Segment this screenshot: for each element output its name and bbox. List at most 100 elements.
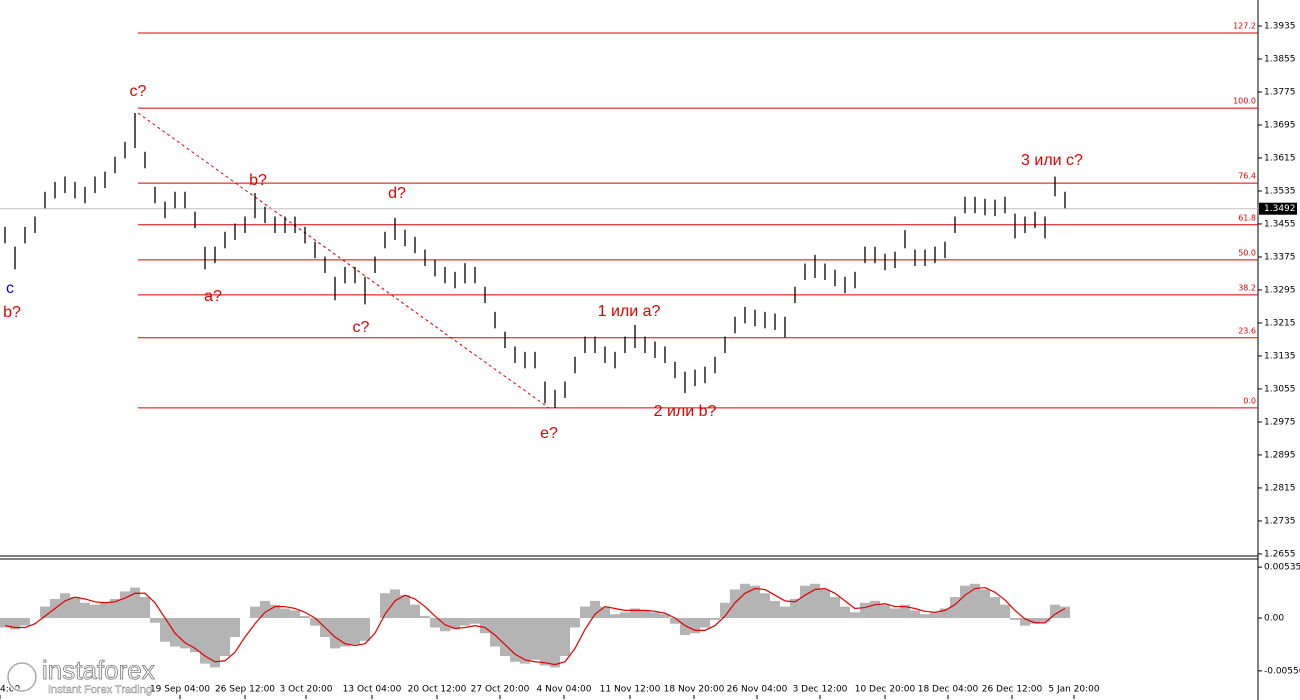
y-tick-label: 1.3375 [1264,252,1296,262]
wave-label: d? [388,185,406,202]
histogram-bar [120,591,130,618]
trend-line [137,112,550,409]
histogram-bar [380,593,390,618]
y-tick-label: -0.00556 [1264,666,1300,676]
fib-level-label: 61.8 [1238,213,1256,222]
logo: instaforex Instant Forex Trading [6,654,155,696]
wave-label: c? [353,319,370,336]
histogram-bar [210,617,220,668]
histogram-bar [60,593,70,618]
histogram-bar [20,617,30,626]
histogram-bar [450,617,460,630]
x-tick-label: 18 Dec 04:00 [918,685,979,695]
wave-label: b? [249,172,267,189]
histogram-bar [770,600,780,618]
histogram-bar [250,606,260,618]
logo-name: instaforex [42,655,155,685]
histogram-bar [590,600,600,618]
histogram-bar [390,589,400,618]
histogram-bar [550,617,560,668]
histogram-bar [520,617,530,664]
histogram-bar [470,617,480,624]
y-tick-label: 1.3055 [1264,384,1296,394]
wave-label: 2 или b? [654,403,717,420]
histogram-bar [960,585,970,618]
x-tick-label: 26 Nov 04:00 [727,685,788,695]
histogram-bar [150,617,160,623]
histogram-bar [680,617,690,636]
histogram-bar [460,617,470,626]
histogram-bar [660,614,670,618]
x-tick-label: 3 Dec 12:00 [793,685,848,695]
histogram-bar [180,617,190,649]
histogram-bar [40,606,50,618]
histogram-bar [310,617,320,626]
logo-icon [7,662,37,692]
histogram-bar [10,617,20,630]
histogram-bar [1010,617,1020,620]
histogram-bar [640,610,650,618]
x-tick-label: 4:00 [0,685,20,695]
y-tick-label: 1.2655 [1264,549,1296,559]
y-tick-label: 1.3455 [1264,219,1296,229]
histogram-bar [700,617,710,628]
histogram-bar [290,610,300,618]
histogram-bar [670,617,680,624]
y-tick-label: 1.3855 [1264,54,1296,64]
x-tick-label: 4 Nov 04:00 [537,685,592,695]
histogram-bar [70,597,80,618]
histogram-bar [140,597,150,618]
y-tick-label: 1.2975 [1264,417,1296,427]
histogram-bar [710,617,720,620]
histogram-bar [870,600,880,618]
x-tick-label: 19 Sep 04:00 [150,685,210,695]
histogram-bar [980,589,990,618]
y-tick-label: 1.2895 [1264,450,1296,460]
histogram-bar [740,583,750,618]
histogram-bar [1060,606,1070,618]
histogram-bar [570,617,580,628]
last-price-label: 1.3492 [1264,204,1296,214]
histogram-bar [920,614,930,618]
y-tick-label: 1.3135 [1264,351,1296,361]
histogram-bar [360,617,370,641]
histogram-bar [1020,617,1030,626]
histogram-bar [200,617,210,664]
fib-level-label: 50.0 [1238,248,1256,257]
histogram-bar [580,606,590,618]
histogram-bar [400,595,410,618]
histogram-bar [900,604,910,618]
histogram-bar [80,602,90,618]
histogram-bar [1030,617,1040,624]
histogram-bar [160,617,170,642]
histogram-bar [270,604,280,618]
histogram-bar [930,612,940,618]
fib-level-label: 100.0 [1233,97,1256,106]
histogram-bar [190,617,200,653]
x-tick-label: 27 Oct 20:00 [471,685,530,695]
histogram-bar [840,606,850,618]
histogram-bar [610,614,620,618]
wave-label: 1 или a? [598,303,661,320]
y-tick-label: 0.00 [1264,613,1284,623]
histogram-bar [650,612,660,618]
y-tick-label: 1.3295 [1264,285,1296,295]
histogram-bar [110,598,120,618]
histogram-bar [790,598,800,618]
histogram-bar [500,617,510,657]
histogram-bar [350,617,360,645]
histogram-bar [530,617,540,660]
histogram-bar [860,602,870,618]
y-tick-label: 1.3775 [1264,87,1296,97]
logo-tagline: Instant Forex Trading [48,684,152,696]
histogram-bar [750,585,760,618]
histogram-bar [100,602,110,618]
histogram-bar [90,604,100,618]
histogram-bar [890,608,900,618]
histogram-bar [830,597,840,618]
histogram-bar [690,617,700,634]
fib-level-label: 23.6 [1238,326,1256,335]
